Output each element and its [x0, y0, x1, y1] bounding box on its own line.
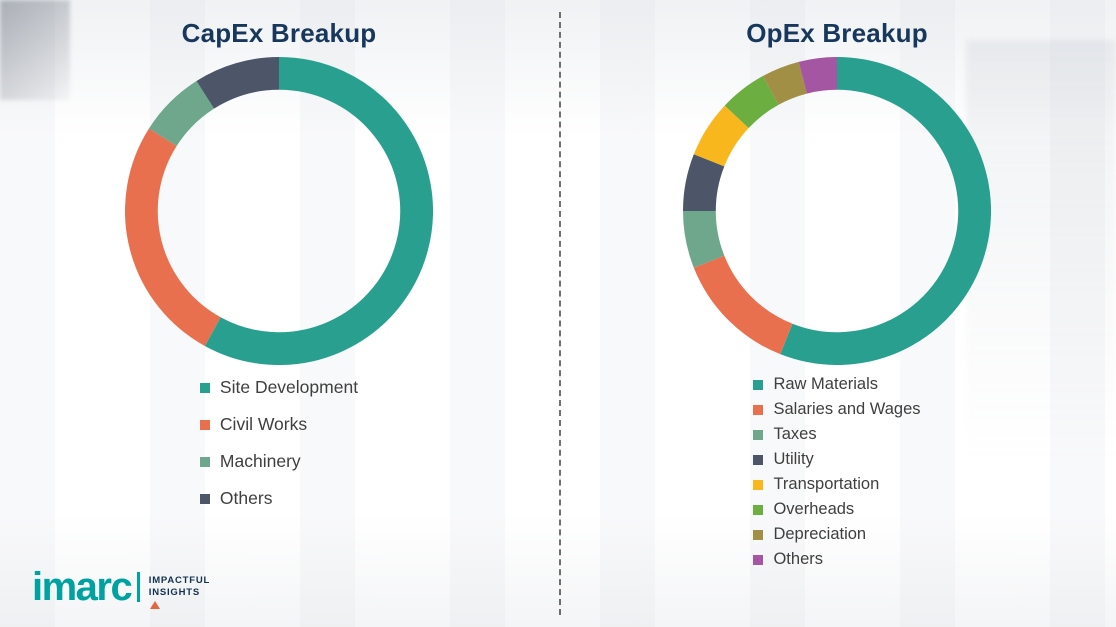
- donut-segment-raw-materials: [780, 57, 991, 365]
- donut-segment-depreciation: [762, 61, 808, 106]
- imarc-logo: imarc IMPACTFUL INSIGHTS: [32, 565, 210, 609]
- donut-segment-overheads: [724, 76, 780, 129]
- legend-item-others: Others: [199, 488, 358, 509]
- logo-brand-text: imarc: [32, 565, 133, 609]
- legend-swatch-icon: [753, 379, 764, 390]
- capex-legend: Site Development Civil Works Machinery Othe…: [199, 377, 359, 525]
- legend-item-taxes: Taxes: [753, 425, 920, 444]
- capex-donut-chart: [125, 57, 433, 365]
- capex-title: CapEx Breakup: [181, 18, 377, 48]
- legend-label: Transportation: [773, 475, 880, 493]
- legend-item-salaries-and-wages: Salaries and Wages: [753, 400, 921, 419]
- legend-label: Machinery: [219, 451, 301, 471]
- legend-item-machinery: Machinery: [199, 451, 358, 472]
- donut-segment-civil-works: [125, 128, 221, 346]
- logo-accent-triangle-icon: [150, 601, 160, 609]
- legend-label: Taxes: [773, 425, 817, 443]
- donut-segment-others: [196, 57, 280, 109]
- logo-tagline: IMPACTFUL INSIGHTS: [149, 575, 210, 600]
- donut-segment-machinery: [148, 80, 215, 147]
- legend-swatch-icon: [753, 479, 764, 490]
- divider-dashed-line: [559, 12, 561, 615]
- legend-swatch-icon: [753, 404, 764, 415]
- legend-item-others: Others: [753, 550, 920, 569]
- legend-label: Depreciation: [773, 525, 867, 543]
- logo-tagline-line2: INSIGHTS: [148, 587, 201, 598]
- legend-swatch-icon: [753, 529, 764, 540]
- legend-swatch-icon: [199, 419, 210, 430]
- legend-swatch-icon: [199, 493, 210, 504]
- legend-item-overheads: Overheads: [753, 500, 920, 519]
- legend-swatch-icon: [199, 456, 210, 467]
- donut-segment-others: [798, 57, 838, 94]
- opex-section: OpEx Breakup Raw Materials Salaries and W…: [558, 0, 1116, 627]
- legend-item-raw-materials: Raw Materials: [753, 375, 920, 394]
- opex-donut-chart: [683, 57, 991, 365]
- donut-svg: [683, 57, 991, 365]
- legend-item-utility: Utility: [753, 450, 920, 469]
- donut-segment-transportation: [693, 105, 749, 167]
- legend-item-transportation: Transportation: [753, 475, 920, 494]
- legend-label: Overheads: [773, 500, 855, 518]
- legend-swatch-icon: [753, 454, 764, 465]
- donut-segment-utility: [683, 154, 725, 212]
- donut-segment-salaries-and-wages: [693, 255, 793, 355]
- legend-label: Civil Works: [219, 414, 308, 434]
- legend-item-depreciation: Depreciation: [753, 525, 920, 544]
- legend-label: Utility: [773, 450, 814, 468]
- donut-svg: [125, 57, 433, 365]
- legend-item-site-development: Site Development: [199, 377, 359, 398]
- legend-swatch-icon: [199, 382, 210, 393]
- donut-segment-site-development: [204, 57, 433, 365]
- legend-label: Raw Materials: [773, 375, 878, 393]
- legend-label: Others: [773, 550, 823, 568]
- legend-item-civil-works: Civil Works: [199, 414, 358, 435]
- opex-legend: Raw Materials Salaries and Wages Taxes Util…: [753, 375, 921, 575]
- legend-label: Salaries and Wages: [773, 400, 921, 418]
- logo-tagline-line1: IMPACTFUL: [148, 574, 211, 586]
- legend-swatch-icon: [753, 554, 764, 565]
- legend-label: Others: [219, 488, 273, 508]
- donut-segment-taxes: [683, 210, 725, 268]
- legend-swatch-icon: [753, 504, 764, 515]
- capex-section: CapEx Breakup Site Development Civil Work…: [125, 18, 433, 525]
- opex-title: OpEx Breakup: [746, 18, 928, 48]
- legend-swatch-icon: [753, 429, 764, 440]
- legend-label: Site Development: [219, 377, 359, 397]
- logo-separator: [137, 572, 140, 602]
